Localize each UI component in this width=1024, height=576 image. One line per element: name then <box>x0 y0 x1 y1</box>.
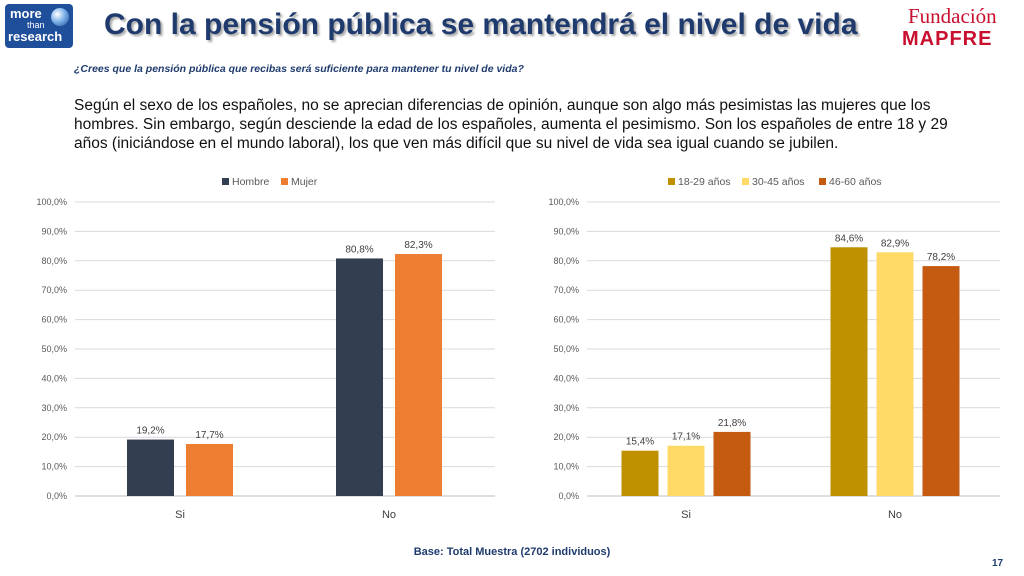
data-label: 80,8% <box>345 244 373 255</box>
y-tick-label: 20,0% <box>41 432 67 442</box>
data-label: 84,6% <box>835 233 863 244</box>
data-label: 17,7% <box>195 430 223 441</box>
bar <box>186 443 233 496</box>
x-category-label: No <box>888 509 902 521</box>
data-label: 78,2% <box>927 252 955 263</box>
y-tick-label: 40,0% <box>41 373 67 383</box>
chart-by-age: 0,0% 10,0% 20,0% 30,0% 40,0% 50,0% 60,0% 70,0% 8… <box>512 168 1024 528</box>
legend-label: 18-29 años <box>678 176 731 188</box>
y-tick-label: 30,0% <box>553 403 579 413</box>
y-tick-label: 30,0% <box>41 403 67 413</box>
y-tick-label: 0,0% <box>558 491 579 501</box>
more-than-research-logo: more than research <box>5 4 73 48</box>
globe-icon <box>51 8 69 26</box>
legend-label: 30-45 años <box>752 176 805 188</box>
y-tick-label: 100,0% <box>548 197 579 207</box>
data-label: 82,9% <box>881 238 909 249</box>
survey-question: ¿Crees que la pensión pública que reciba… <box>74 63 524 75</box>
data-label: 19,2% <box>136 426 164 437</box>
page-number: 17 <box>992 558 1004 569</box>
legend-swatch <box>281 178 288 185</box>
chart-svg: 0,0% 10,0% 20,0% 30,0% 40,0% 50,0% 60,0% 70,0% 8… <box>548 176 1000 521</box>
y-tick-label: 70,0% <box>553 285 579 295</box>
y-tick-label: 90,0% <box>41 226 67 236</box>
y-tick-label: 100,0% <box>36 197 67 207</box>
y-tick-label: 50,0% <box>41 344 67 354</box>
body-paragraph: Según el sexo de los españoles, no se ap… <box>74 97 948 152</box>
logo-word-fundacion: Fundación <box>908 4 997 28</box>
y-tick-label: 60,0% <box>553 315 579 325</box>
x-category-label: No <box>382 509 396 521</box>
bar <box>667 445 705 496</box>
legend-label: Hombre <box>232 176 270 188</box>
legend-label: Mujer <box>291 176 318 188</box>
legend-swatch <box>222 178 229 185</box>
bar <box>876 252 914 496</box>
y-tick-label: 80,0% <box>553 256 579 266</box>
data-label: 17,1% <box>672 432 700 443</box>
chart-by-sex: 0,0% 10,0% 20,0% 30,0% 40,0% 50,0% 60,0% 70,0% 8… <box>0 168 512 528</box>
bar <box>127 439 174 496</box>
y-tick-label: 10,0% <box>553 462 579 472</box>
logo-word-more: more <box>10 6 42 21</box>
logo-word-research: research <box>8 29 63 44</box>
legend-swatch <box>742 178 749 185</box>
data-label: 21,8% <box>718 418 746 429</box>
y-tick-label: 60,0% <box>41 315 67 325</box>
y-tick-label: 20,0% <box>553 432 579 442</box>
y-tick-label: 70,0% <box>41 285 67 295</box>
data-label: 15,4% <box>626 437 654 448</box>
y-tick-label: 40,0% <box>553 373 579 383</box>
legend-label: 46-60 años <box>829 176 882 188</box>
logo-word-than: than <box>27 20 45 30</box>
legend-swatch <box>819 178 826 185</box>
bar <box>621 450 659 496</box>
bar <box>395 254 442 496</box>
bar <box>713 431 751 496</box>
fundacion-mapfre-logo: Fundación MAPFRE <box>902 4 1017 50</box>
y-tick-label: 80,0% <box>41 256 67 266</box>
bar <box>336 258 383 496</box>
legend-swatch <box>668 178 675 185</box>
chart-svg: 0,0% 10,0% 20,0% 30,0% 40,0% 50,0% 60,0% 70,0% 8… <box>36 176 495 521</box>
y-tick-label: 10,0% <box>41 462 67 472</box>
bar <box>922 266 960 496</box>
y-tick-label: 90,0% <box>553 226 579 236</box>
bar <box>830 247 868 496</box>
x-category-label: Si <box>681 509 691 521</box>
sample-base-note: Base: Total Muestra (2702 individuos) <box>413 546 611 558</box>
y-tick-label: 0,0% <box>46 491 67 501</box>
data-label: 82,3% <box>404 240 432 251</box>
logo-word-mapfre: MAPFRE <box>902 28 993 50</box>
x-category-label: Si <box>175 509 185 521</box>
page-title: Con la pensión pública se mantendrá el n… <box>104 8 858 41</box>
y-tick-label: 50,0% <box>553 344 579 354</box>
